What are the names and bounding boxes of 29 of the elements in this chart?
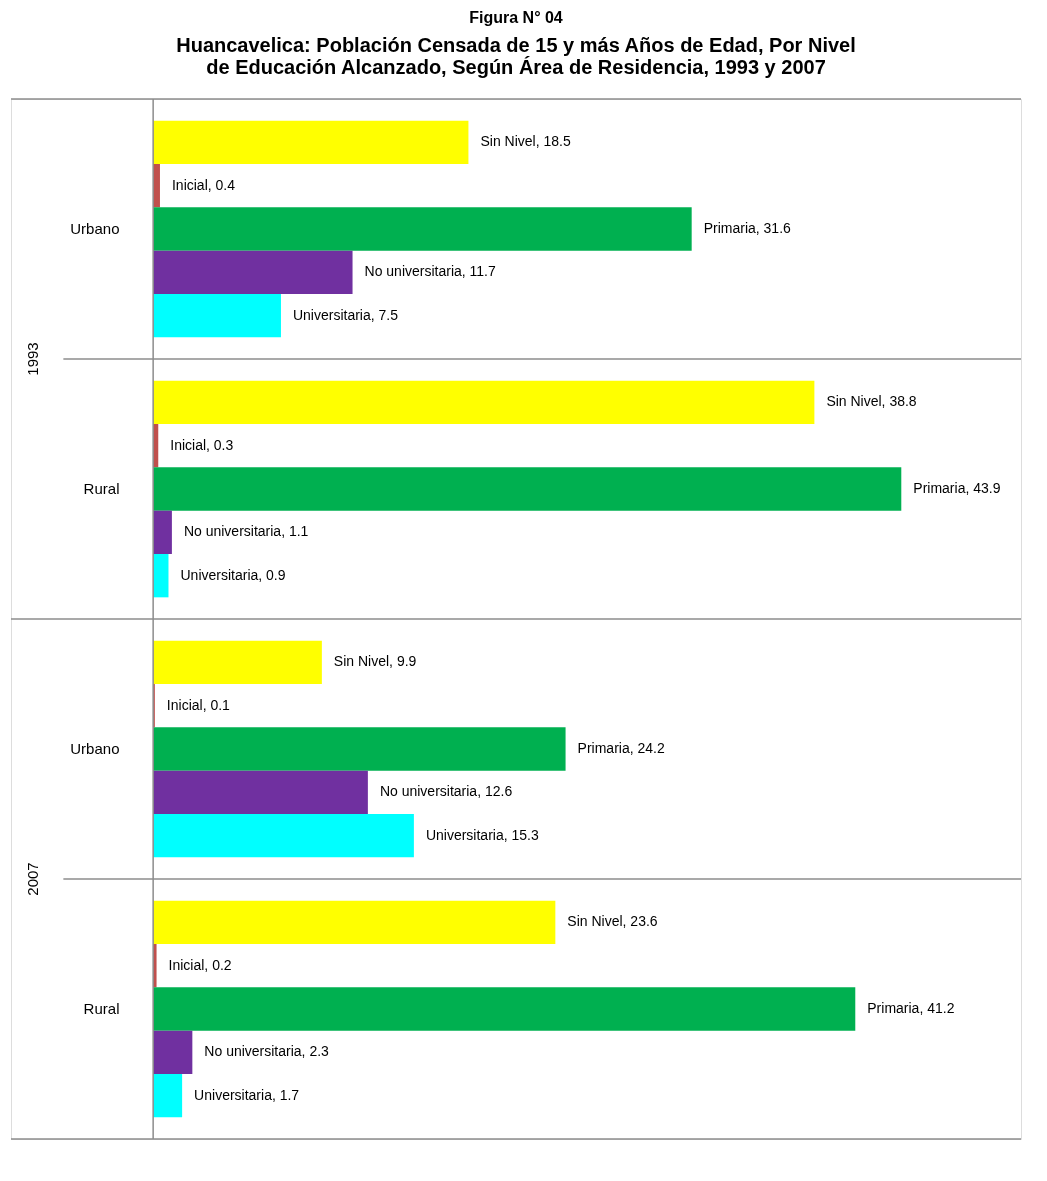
data-label: Primaria, 31.6 xyxy=(703,220,792,236)
text: Figura N° 04 xyxy=(469,9,563,27)
data-label: No universitaria, 11.7 xyxy=(364,263,496,280)
data-label: Primaria, 24.2 xyxy=(577,740,665,756)
data-label: Primaria, 41.2 xyxy=(867,1000,955,1016)
data-label: No universitaria, 12.6 xyxy=(379,783,513,800)
data-label: Inicial, 0.4 xyxy=(171,176,236,193)
data-label: Sin Nivel, 38.8 xyxy=(826,393,917,410)
data-label: Inicial, 0.1 xyxy=(166,696,231,713)
data-label: Sin Nivel, 23.6 xyxy=(567,913,658,930)
data-label: No universitaria, 2.3 xyxy=(204,1043,330,1060)
y-tick-label: Rural xyxy=(83,1000,120,1017)
data-label: Primaria, 43.9 xyxy=(913,480,1001,496)
text: 2007 xyxy=(24,862,42,896)
data-label: Inicial, 0.3 xyxy=(170,436,234,453)
data-label: Universitaria, 0.9 xyxy=(180,566,286,583)
text: de Educación Alcanzado, Según Área de Residencia, 1993 y 2007 xyxy=(206,56,826,79)
y-tick-label: Urbano xyxy=(70,220,120,237)
data-label: Universitaria, 15.3 xyxy=(425,826,539,843)
data-label: Inicial, 0.2 xyxy=(168,956,232,973)
data-label: Universitaria, 7.5 xyxy=(292,306,399,323)
text: 1993 xyxy=(24,342,42,376)
y-tick-label: Urbano xyxy=(70,740,120,757)
data-label: Sin Nivel, 9.9 xyxy=(333,653,417,670)
y-tick-label: Rural xyxy=(83,480,120,497)
data-label: No universitaria, 1.1 xyxy=(183,523,309,540)
data-label: Sin Nivel, 18.5 xyxy=(480,133,571,150)
text: Huancavelica: Población Censada de 15 y más Años de Edad, Por Nivel xyxy=(176,34,856,57)
data-label: Universitaria, 1.7 xyxy=(194,1086,300,1103)
